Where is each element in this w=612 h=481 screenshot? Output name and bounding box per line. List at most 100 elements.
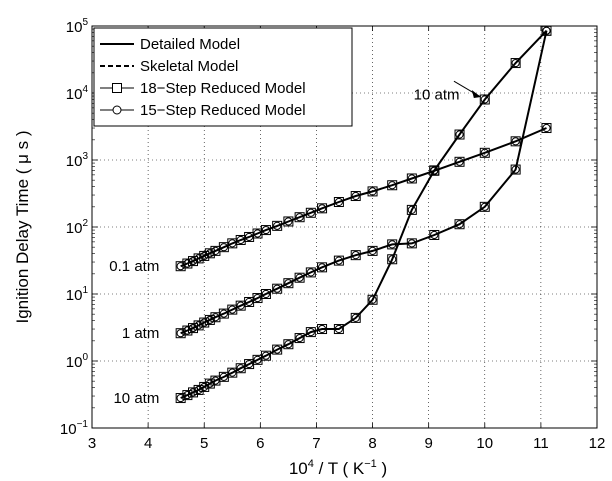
x-axis-label: 104 / T ( K−1 ): [289, 458, 387, 478]
square-marker: [294, 212, 305, 223]
square-marker: [244, 296, 255, 307]
square-marker: [204, 248, 215, 259]
circle-marker: [388, 240, 397, 249]
square-marker: [350, 250, 361, 261]
y-tick-label: 104: [66, 84, 89, 103]
circle-marker: [455, 220, 464, 229]
square-marker: [272, 220, 283, 231]
square-marker: [317, 203, 328, 214]
circle-marker: [368, 295, 377, 304]
circle-marker: [183, 326, 192, 335]
circle-marker: [388, 181, 397, 190]
series-markers: [175, 25, 552, 404]
circle-marker: [306, 208, 315, 217]
circle-marker: [511, 165, 520, 174]
circle-marker: [334, 256, 343, 265]
circle-marker: [284, 279, 293, 288]
legend-label: Skeletal Model: [140, 58, 238, 75]
square-marker: [479, 94, 490, 105]
circle-marker: [542, 26, 551, 35]
square-marker: [227, 238, 238, 249]
legend-label: Detailed Model: [140, 36, 240, 53]
x-tick-label: 4: [144, 435, 152, 452]
square-marker: [305, 207, 316, 218]
circle-marker: [295, 273, 304, 282]
square-marker: [182, 390, 193, 401]
annotation-arrowhead: [471, 90, 481, 99]
square-marker: [317, 262, 328, 273]
square-marker: [260, 225, 271, 236]
circle-marker: [511, 58, 520, 68]
square-marker: [387, 254, 398, 265]
circle-marker: [430, 166, 439, 175]
y-tick-label: 103: [66, 151, 89, 170]
annotation-label: 10 atm: [414, 86, 460, 103]
square-marker: [350, 191, 361, 202]
square-marker: [333, 197, 344, 208]
series-line-skeletal: [180, 30, 547, 399]
legend-box: [93, 27, 353, 127]
circle-marker: [273, 345, 282, 354]
square-marker: [210, 312, 221, 323]
square-marker: [367, 245, 378, 256]
y-tick-label: 10−1: [60, 419, 89, 438]
annotation-label: 0.1 atm: [109, 258, 159, 275]
square-marker: [182, 258, 193, 269]
circle-marker: [480, 202, 489, 211]
circle-marker: [183, 259, 192, 268]
circle-marker: [455, 130, 464, 139]
circle-marker: [176, 262, 185, 271]
square-marker: [272, 283, 283, 294]
circle-marker: [306, 268, 315, 277]
square-marker: [260, 289, 271, 299]
y-axis-label: Ignition Delay Time ( μ s ): [13, 130, 32, 323]
circle-marker: [273, 284, 282, 293]
square-marker: [406, 173, 417, 184]
circle-marker: [273, 221, 282, 230]
square-marker: [199, 317, 210, 328]
series-line-skeletal: [180, 127, 547, 267]
circle-marker: [455, 157, 464, 166]
x-tick-label: 5: [200, 435, 208, 452]
y-tick-label: 102: [66, 218, 89, 237]
circle-marker: [430, 230, 439, 240]
square-marker: [454, 219, 465, 230]
circle-marker: [261, 289, 271, 299]
square-marker: [333, 255, 344, 266]
pressure-annotations: 10 atm 0.1 atm 1 atm 10 atm: [109, 80, 482, 407]
circle-marker: [284, 217, 293, 226]
square-marker: [317, 324, 328, 335]
square-marker: [244, 231, 255, 242]
square-marker: [454, 156, 465, 167]
circle-marker: [368, 246, 377, 255]
square-marker: [350, 312, 361, 323]
square-marker: [283, 216, 294, 227]
series-line-skeletal: [180, 30, 548, 334]
circle-marker: [176, 329, 185, 338]
square-marker: [210, 375, 221, 386]
circle-marker: [351, 191, 360, 201]
circle-marker: [295, 213, 304, 222]
circle-marker: [388, 255, 397, 264]
circle-marker: [261, 225, 271, 235]
x-tick-label: 3: [88, 435, 96, 452]
square-marker: [218, 308, 229, 319]
legend-label: 18−Step Reduced Model: [140, 80, 306, 97]
x-tick-label: 7: [312, 435, 320, 452]
series-lines: [180, 30, 548, 399]
annotation-label: 10 atm: [113, 390, 159, 407]
circle-marker: [334, 197, 343, 207]
circle-marker: [334, 324, 343, 334]
circle-marker: [480, 95, 489, 104]
square-marker: [305, 267, 316, 278]
square-marker: [387, 180, 398, 191]
square-marker: [283, 339, 294, 350]
y-tick-label: 101: [66, 285, 89, 304]
circle-marker: [194, 254, 203, 263]
x-tick-label: 9: [424, 435, 432, 452]
circle-marker: [295, 333, 304, 343]
legend-swatch-square: [112, 83, 122, 93]
x-tick-label: 12: [589, 435, 606, 452]
square-marker: [541, 123, 552, 134]
circle-marker: [368, 187, 377, 196]
